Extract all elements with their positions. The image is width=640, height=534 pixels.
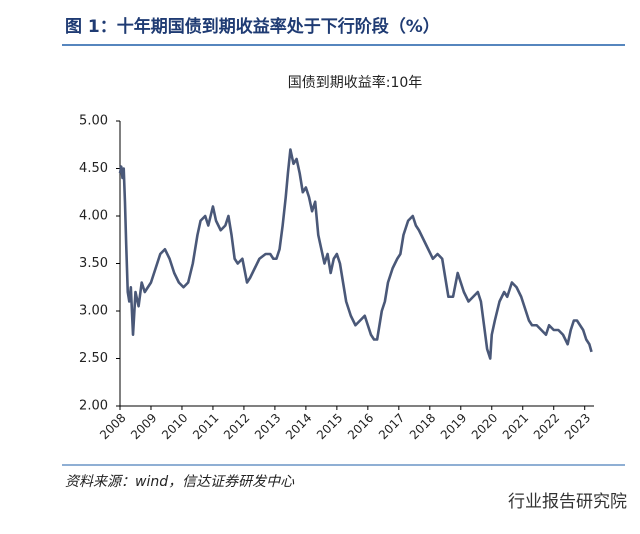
x-tick-label: 2023 xyxy=(562,411,593,442)
x-tick-label: 2022 xyxy=(531,411,562,442)
x-tick-label: 2021 xyxy=(500,411,531,442)
watermark: 行业报告研究院 xyxy=(508,492,627,512)
x-tick-label: 2014 xyxy=(283,411,314,442)
y-tick-label: 3.00 xyxy=(79,304,108,319)
y-tick-label: 4.50 xyxy=(79,161,108,176)
x-tick-label: 2008 xyxy=(97,411,128,442)
x-tick-label: 2019 xyxy=(438,411,469,442)
x-tick-label: 2016 xyxy=(345,411,376,442)
chart-title: 国债到期收益率:10年 xyxy=(288,74,423,91)
x-tick-label: 2012 xyxy=(221,411,252,442)
x-tick-label: 2015 xyxy=(314,411,345,442)
x-tick-label: 2011 xyxy=(190,411,221,442)
y-tick-label: 5.00 xyxy=(79,114,108,129)
figure-title: 图 1：十年期国债到期收益率处于下行阶段（%） xyxy=(65,16,440,37)
y-tick-label: 2.50 xyxy=(79,351,108,366)
x-tick-label: 2020 xyxy=(469,411,500,442)
source: 资料来源：wind，信达证券研发中心 xyxy=(65,474,295,490)
x-tick-label: 2017 xyxy=(376,411,407,442)
y-tick-label: 2.00 xyxy=(79,399,108,414)
x-tick-label: 2018 xyxy=(407,411,438,442)
line-series xyxy=(118,148,593,360)
x-tick-label: 2009 xyxy=(128,411,159,442)
y-tick-label: 3.50 xyxy=(79,256,108,271)
y-tick-label: 4.00 xyxy=(79,209,108,224)
x-tick-label: 2010 xyxy=(159,411,190,442)
x-tick-label: 2013 xyxy=(252,411,283,442)
